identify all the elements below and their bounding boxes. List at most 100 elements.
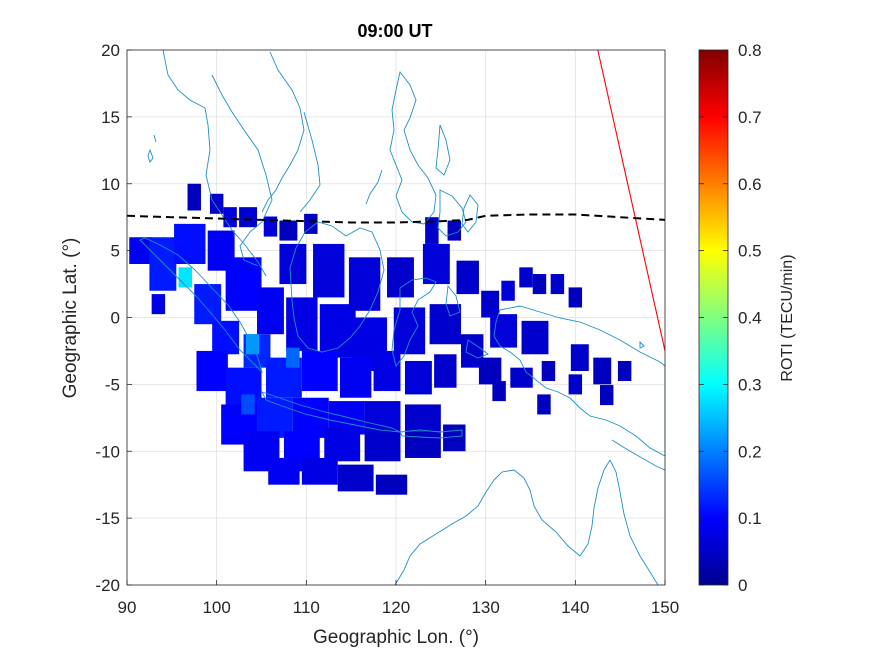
y-tick-label: 20 xyxy=(101,41,120,60)
roti-cell xyxy=(301,457,338,485)
roti-cell xyxy=(456,260,479,295)
roti-cell xyxy=(393,307,426,355)
roti-cell xyxy=(593,357,612,385)
roti-cell xyxy=(425,217,439,244)
roti-cell xyxy=(348,257,381,311)
y-tick-label: -5 xyxy=(105,375,120,394)
roti-cell xyxy=(337,464,374,492)
colorbar-tick-label: 0.2 xyxy=(738,442,762,461)
x-tick-label: 140 xyxy=(561,598,589,617)
colorbar-ticks: 0 0.1 0.2 0.3 0.4 0.5 0.6 0.7 0.8 xyxy=(699,41,762,595)
roti-cell xyxy=(286,347,300,368)
roti-cell xyxy=(492,381,506,402)
chart-title: 09:00 UT xyxy=(357,21,432,41)
roti-cell xyxy=(212,320,240,355)
roti-cell xyxy=(286,297,318,351)
x-tick-label: 120 xyxy=(382,598,410,617)
colorbar-tick-label: 0.5 xyxy=(738,242,762,261)
y-axis-ticks: 20 15 10 5 0 -5 -10 -15 -20 xyxy=(95,41,132,595)
colorbar-tick-label: 0.3 xyxy=(738,375,762,394)
roti-cell xyxy=(257,287,284,335)
roti-cell xyxy=(364,427,401,462)
roti-cell xyxy=(404,404,441,432)
roti-cell xyxy=(568,287,583,308)
colorbar-label: ROTI (TECU/min) xyxy=(779,254,796,381)
roti-cell xyxy=(149,237,177,291)
roti-cell xyxy=(510,367,533,388)
roti-cell xyxy=(209,193,224,214)
x-axis-ticks: 90 100 110 120 130 140 150 xyxy=(118,580,679,617)
roti-cell xyxy=(387,257,414,298)
roti-cell xyxy=(187,183,201,211)
roti-cell xyxy=(404,360,432,395)
colorbar-tick-label: 0 xyxy=(738,576,747,595)
roti-cell xyxy=(239,207,258,228)
colorbar-tick-label: 0.6 xyxy=(738,175,762,194)
roti-cell xyxy=(313,243,345,298)
x-axis-label: Geographic Lon. (°) xyxy=(313,627,479,648)
roti-cell xyxy=(268,457,300,485)
roti-cell xyxy=(461,334,484,368)
roti-cell xyxy=(375,474,408,495)
colorbar-tick-label: 0.4 xyxy=(738,309,762,328)
roti-cell xyxy=(429,304,462,345)
y-tick-label: 5 xyxy=(111,242,120,261)
roti-cell xyxy=(532,274,547,295)
roti-cell xyxy=(279,243,307,285)
roti-cell xyxy=(339,357,372,398)
y-tick-label: -20 xyxy=(95,576,120,595)
colorbar-tick-label: 0.8 xyxy=(738,41,762,60)
colorbar-tick-label: 0.7 xyxy=(738,108,762,127)
roti-cell xyxy=(404,431,441,458)
roti-cell xyxy=(570,344,589,371)
roti-cell xyxy=(174,223,206,264)
roti-cell xyxy=(373,350,401,392)
roti-cell xyxy=(151,294,166,315)
roti-cell xyxy=(245,334,260,355)
roti-cell xyxy=(129,237,152,264)
roti-cell xyxy=(196,350,228,392)
roti-cell xyxy=(490,314,518,348)
coastlines xyxy=(139,50,665,585)
x-tick-label: 90 xyxy=(118,598,137,617)
roti-cell xyxy=(324,427,361,462)
roti-cell xyxy=(443,424,466,452)
terminator-line xyxy=(597,50,665,352)
roti-cells xyxy=(129,183,632,495)
y-tick-label: -15 xyxy=(95,509,120,528)
x-tick-label: 150 xyxy=(651,598,679,617)
y-axis-label: Geographic Lat. (°) xyxy=(60,238,81,399)
x-tick-label: 110 xyxy=(293,598,320,617)
y-tick-label: 0 xyxy=(111,309,120,328)
roti-cell xyxy=(537,394,551,415)
roti-cell xyxy=(550,274,565,295)
roti-cell xyxy=(241,394,255,415)
roti-cell xyxy=(434,354,457,388)
roti-cell xyxy=(568,374,583,395)
x-tick-label: 100 xyxy=(202,598,230,617)
roti-cell xyxy=(599,385,614,406)
x-tick-label: 130 xyxy=(471,598,499,617)
roti-cell xyxy=(263,216,278,237)
roti-cell xyxy=(225,257,262,311)
roti-cell xyxy=(501,280,515,301)
roti-cell xyxy=(478,357,502,385)
roti-cell xyxy=(422,243,450,285)
y-tick-label: 10 xyxy=(101,175,120,194)
roti-cell xyxy=(617,360,632,382)
colorbar-tick-label: 0.1 xyxy=(738,509,762,528)
y-tick-label: -10 xyxy=(95,442,120,461)
roti-cell xyxy=(304,213,318,234)
roti-cell xyxy=(519,267,533,288)
dashed-boundary-line xyxy=(127,213,665,224)
roti-cell xyxy=(279,220,298,241)
roti-cell xyxy=(521,320,549,355)
roti-cell xyxy=(447,220,462,241)
roti-cell xyxy=(194,284,222,325)
y-tick-label: 15 xyxy=(101,108,120,127)
roti-cell xyxy=(481,290,500,318)
roti-cell xyxy=(301,350,338,392)
roti-cell xyxy=(319,304,356,358)
roti-cell xyxy=(178,267,193,288)
